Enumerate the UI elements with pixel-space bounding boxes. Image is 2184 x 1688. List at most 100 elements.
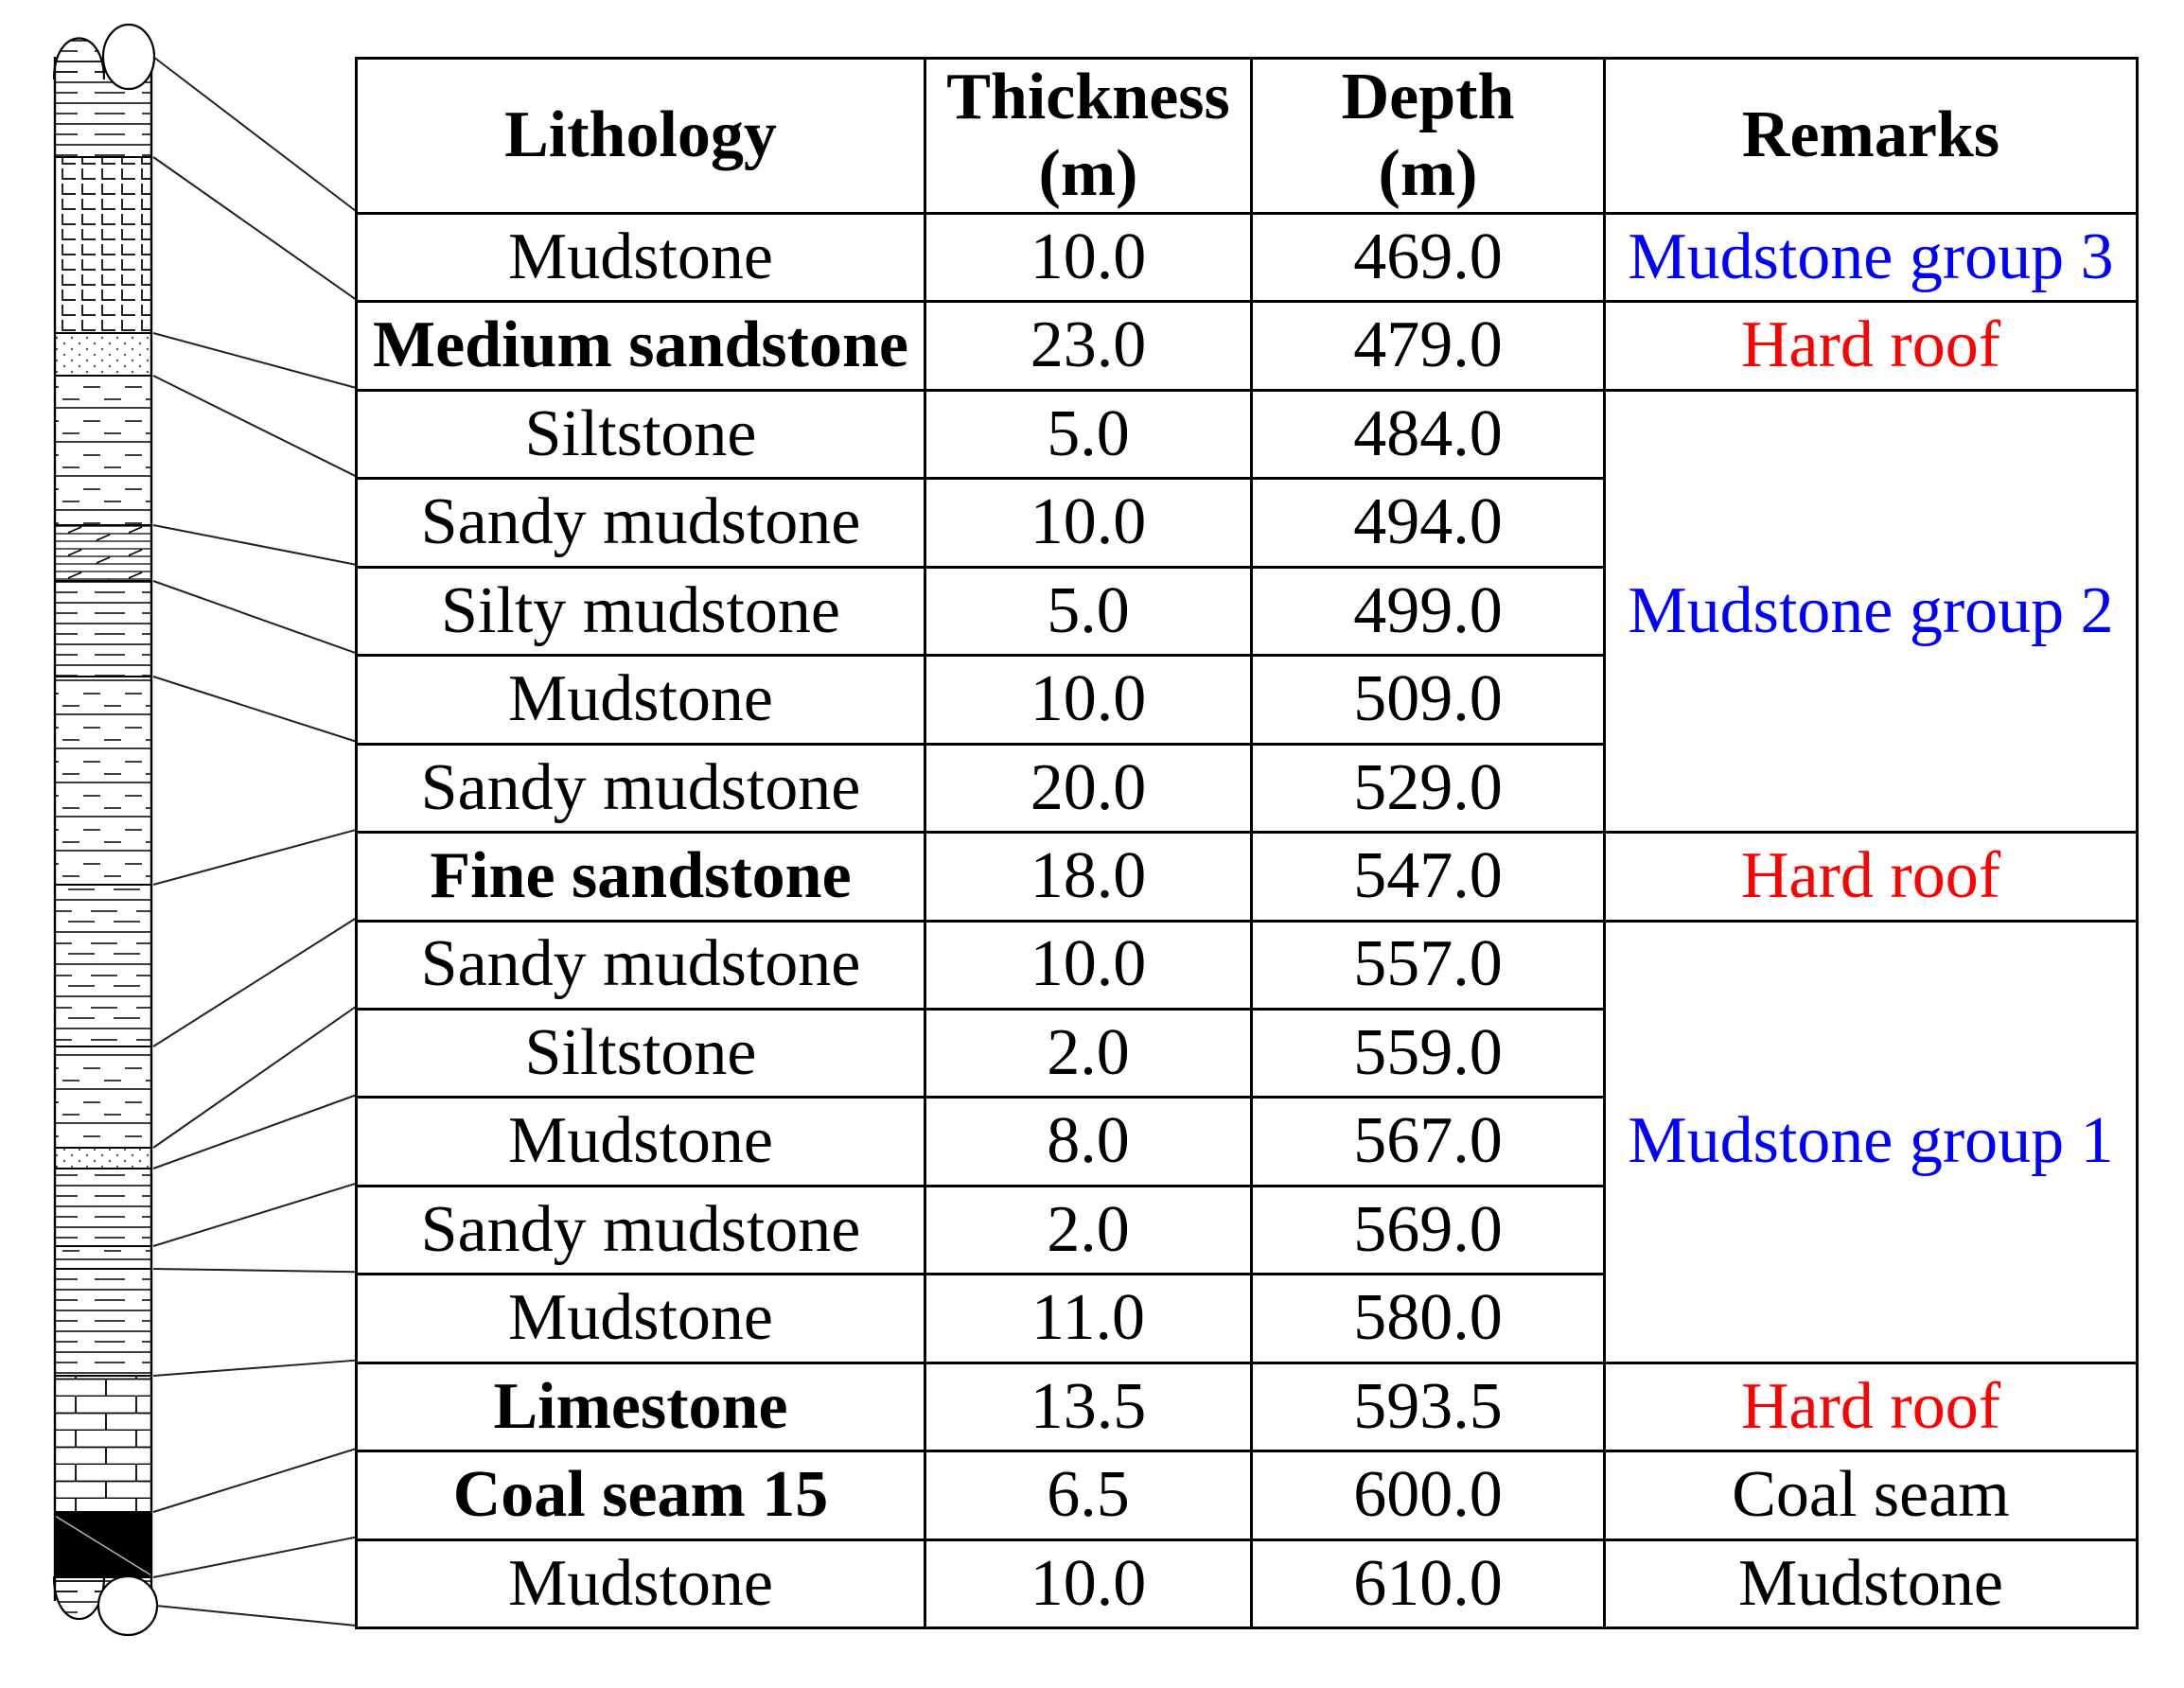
thickness-cell: 20.0 [924,742,1253,835]
strat-unit-mudstone-dash [55,1269,151,1376]
connector-line [152,917,357,1047]
thickness-cell: 6.5 [924,1450,1253,1541]
column-break-arc-bottom-fill [54,1576,104,1619]
strat-unit-sandy-mudstone-dash [55,677,151,885]
thickness-cell: 18.0 [924,831,1253,923]
lithology-cell: Siltstone [355,388,926,481]
connector-line [152,1268,357,1274]
table-row: Mudstone 10.0 610.0 Mudstone [355,1538,2139,1630]
lithology-cell: Mudstone [355,1538,926,1630]
strat-unit-sandy-mudstone-dash [55,1046,151,1148]
strat-unit-mudstone-dash [55,581,151,677]
table-row: Siltstone 2.0 559.0 [355,1007,2138,1099]
connector-line [152,524,357,566]
connector-line [155,1605,357,1626]
strat-unit-coal-fill [55,1512,151,1577]
lithology-table: Lithology Thickness (m) Depth (m) Remark… [355,57,2139,1630]
header-thickness-unit: (m) [1038,136,1138,210]
depth-cell: 494.0 [1250,477,1606,569]
connector-line [152,829,357,886]
table-row: Sandy mudstone 10.0 557.0 Mudstone group 1 [355,919,2139,1364]
lithology-cell: Sandy mudstone [355,742,926,835]
table-row: Limestone 13.5 593.5 Hard roof [355,1361,2139,1453]
depth-cell: 600.0 [1250,1450,1606,1541]
connector-line [152,580,357,655]
depth-cell: 479.0 [1250,300,1606,392]
remark-cell: Mudstone group 2 [1603,388,2139,835]
lithology-cell: Fine sandstone [355,831,926,923]
thickness-cell: 2.0 [924,1007,1253,1099]
table-row: Silty mudstone 5.0 499.0 [355,565,2138,658]
header-depth-unit: (m) [1378,136,1478,210]
column-break-ellipse-bottom [97,1574,159,1637]
depth-cell: 557.0 [1250,919,1606,1011]
thickness-cell: 11.0 [924,1273,1253,1364]
depth-cell: 569.0 [1250,1184,1606,1276]
lithology-cell: Mudstone [355,211,926,304]
header-depth: Depth (m) [1250,57,1606,215]
remark-cell: Mudstone group 3 [1603,211,2139,304]
thickness-cell: 10.0 [924,919,1253,1011]
strat-unit-sandstone-bricks [55,157,151,333]
header-remarks: Remarks [1603,57,2139,215]
depth-cell: 484.0 [1250,388,1606,481]
connector-line [152,332,357,389]
header-thickness: Thickness (m) [924,57,1253,215]
table-row: Mudstone 11.0 580.0 [355,1273,2138,1364]
table-row: Sandy mudstone 10.0 494.0 [355,477,2138,569]
thickness-cell: 13.5 [924,1361,1253,1453]
lithology-cell: Mudstone [355,1273,926,1364]
remark-cell: Hard roof [1603,1361,2139,1453]
thickness-cell: 5.0 [924,388,1253,481]
table-row: Mudstone 10.0 509.0 [355,654,2138,746]
depth-cell: 529.0 [1250,742,1606,835]
remark-cell: Mudstone group 1 [1603,919,2139,1364]
strat-unit-silty-mudstone-lines [55,525,151,581]
lithology-cell: Sandy mudstone [355,919,926,1011]
header-depth-label: Depth [1341,61,1515,134]
connector-line [152,1448,357,1513]
coal-diagonal-line [54,1515,152,1576]
depth-cell: 567.0 [1250,1096,1606,1187]
depth-cell: 559.0 [1250,1007,1606,1099]
lithology-cell: Siltstone [355,1007,926,1099]
thickness-cell: 10.0 [924,1538,1253,1630]
depth-cell: 509.0 [1250,654,1606,746]
remark-cell: Mudstone [1603,1538,2139,1630]
strat-unit-sandy-mudstone-dash [55,1246,151,1269]
column-break-arc-top-fill [54,38,104,79]
thickness-cell: 10.0 [924,477,1253,569]
strat-unit-sandy-mudstone-dash [55,376,151,525]
column-break-arc-top [52,37,106,80]
connector-line [152,1182,357,1247]
thickness-cell: 10.0 [924,211,1253,304]
table-row: Sandy mudstone 2.0 569.0 [355,1184,2138,1276]
strat-unit-mudstone-dash [55,1169,151,1246]
depth-cell: 593.5 [1250,1361,1606,1453]
depth-cell: 469.0 [1250,211,1606,304]
lithology-cell: Mudstone [355,1096,926,1187]
connector-line [152,1536,357,1578]
depth-cell: 499.0 [1250,565,1606,658]
connector-line [152,156,357,301]
remark-cell: Hard roof [1603,831,2139,923]
connector-line [152,1006,357,1149]
depth-cell: 610.0 [1250,1538,1606,1630]
strat-unit-fine-sandstone-dash [55,885,151,1046]
table-row: Sandy mudstone 20.0 529.0 [355,742,2138,835]
header-thickness-label: Thickness [946,61,1230,134]
connector-line [152,1359,357,1377]
column-break-ellipse-top [101,23,156,91]
depth-cell: 547.0 [1250,831,1606,923]
connector-line [152,375,357,478]
connector-line [152,1094,357,1169]
strat-unit-silt-dots [55,333,151,376]
lithology-cell: Sandy mudstone [355,1184,926,1276]
remark-cell: Hard roof [1603,300,2139,392]
table-body: Mudstone 10.0 469.0 Mudstone group 3 Medium … [355,211,2139,1630]
table-row: Medium sandstone 23.0 479.0 Hard roof [355,300,2139,392]
table-row: Mudstone 10.0 469.0 Mudstone group 3 [355,211,2139,304]
strat-unit-silt-dots [55,1148,151,1169]
thickness-cell: 5.0 [924,565,1253,658]
